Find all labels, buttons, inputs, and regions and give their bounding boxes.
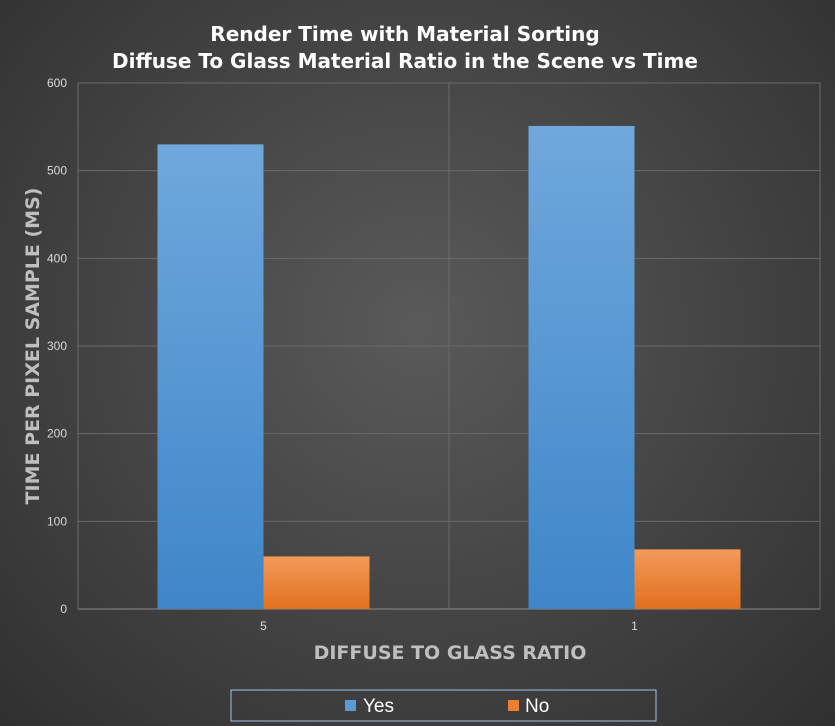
chart-title-line-2: Diffuse To Glass Material Ratio in the S… [112, 49, 698, 73]
y-tick-label: 0 [60, 602, 67, 616]
legend-label-yes: Yes [363, 696, 394, 717]
x-axis-label: DIFFUSE TO GLASS RATIO [314, 642, 587, 664]
y-tick-label: 500 [47, 164, 67, 178]
x-tick-label: 1 [631, 619, 638, 633]
bars [157, 125, 741, 609]
y-axis-ticks: 0 100 200 300 400 500 600 [47, 76, 67, 616]
y-tick-label: 300 [47, 339, 67, 353]
y-axis-label: TIME PER PIXEL SAMPLE (MS) [22, 188, 44, 505]
legend-swatch-no [508, 700, 519, 711]
y-tick-label: 100 [47, 514, 67, 528]
bar-yes-1 [528, 125, 635, 609]
legend-box [230, 689, 657, 722]
y-tick-label: 400 [47, 251, 67, 265]
y-tick-label: 600 [47, 76, 67, 90]
bar-no-1 [634, 549, 741, 609]
legend-swatch-yes [345, 700, 356, 711]
legend-label-no: No [525, 696, 549, 717]
bar-yes-5 [157, 144, 264, 609]
chart-title-line-1: Render Time with Material Sorting [210, 22, 599, 46]
bar-no-5 [263, 556, 370, 609]
y-tick-label: 200 [47, 427, 67, 441]
x-tick-label: 5 [260, 619, 267, 633]
legend: Yes No [230, 689, 657, 722]
